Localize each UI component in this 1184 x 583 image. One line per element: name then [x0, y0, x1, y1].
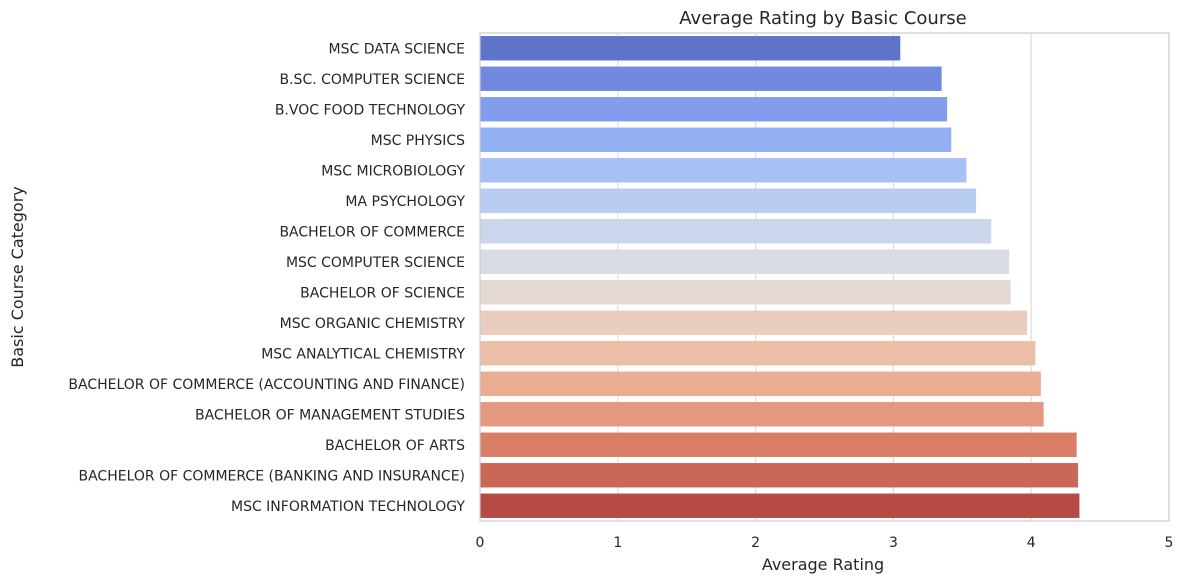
y-tick-label: BACHELOR OF COMMERCE (ACCOUNTING AND FIN…	[68, 377, 465, 393]
bar	[480, 249, 1010, 274]
y-tick-label: MSC ANALYTICAL CHEMISTRY	[261, 346, 465, 362]
bar	[480, 280, 1011, 305]
x-tick-label: 1	[613, 535, 622, 551]
bar	[480, 97, 948, 122]
bar	[480, 66, 942, 91]
bar	[480, 158, 967, 183]
bar	[480, 463, 1079, 488]
y-tick-label: MSC MICROBIOLOGY	[321, 163, 465, 179]
y-tick-labels: MSC DATA SCIENCE B.SC. COMPUTER SCIENCE B.…	[68, 41, 465, 515]
bar	[480, 493, 1080, 518]
bar	[480, 219, 992, 244]
y-axis-title: Basic Course Category	[8, 186, 27, 367]
y-tick-label: MSC PHYSICS	[371, 133, 466, 149]
bar	[480, 36, 901, 61]
y-tick-label: MSC INFORMATION TECHNOLOGY	[231, 499, 465, 515]
x-tick-label: 5	[1165, 535, 1174, 551]
x-tick-labels: 0 1 2 3 4 5	[476, 535, 1174, 551]
bar	[480, 188, 977, 213]
x-tick-label: 2	[751, 535, 760, 551]
x-tick-label: 0	[476, 535, 485, 551]
x-tick-label: 4	[1027, 535, 1036, 551]
y-tick-label: BACHELOR OF COMMERCE	[279, 224, 465, 240]
y-tick-label: BACHELOR OF MANAGEMENT STUDIES	[195, 407, 465, 423]
y-tick-label: BACHELOR OF COMMERCE (BANKING AND INSURA…	[78, 468, 465, 484]
bar	[480, 432, 1077, 457]
y-tick-label: B.SC. COMPUTER SCIENCE	[280, 72, 466, 88]
bar	[480, 127, 952, 152]
x-axis-title: Average Rating	[762, 555, 884, 574]
y-tick-label: BACHELOR OF SCIENCE	[300, 285, 465, 301]
x-tick-label: 3	[889, 535, 898, 551]
y-tick-label: MSC COMPUTER SCIENCE	[286, 255, 465, 271]
bar	[480, 402, 1044, 427]
bar	[480, 371, 1041, 396]
bars	[480, 36, 1080, 518]
plot-frame	[479, 32, 1170, 522]
bar	[480, 341, 1036, 366]
y-tick-label: MSC DATA SCIENCE	[329, 41, 465, 57]
chart-title: Average Rating by Basic Course	[679, 8, 966, 29]
bar	[480, 310, 1028, 335]
y-tick-label: MA PSYCHOLOGY	[345, 194, 465, 210]
y-tick-label: B.VOC FOOD TECHNOLOGY	[275, 102, 466, 118]
y-tick-label: BACHELOR OF ARTS	[325, 438, 465, 454]
y-tick-label: MSC ORGANIC CHEMISTRY	[280, 316, 466, 332]
